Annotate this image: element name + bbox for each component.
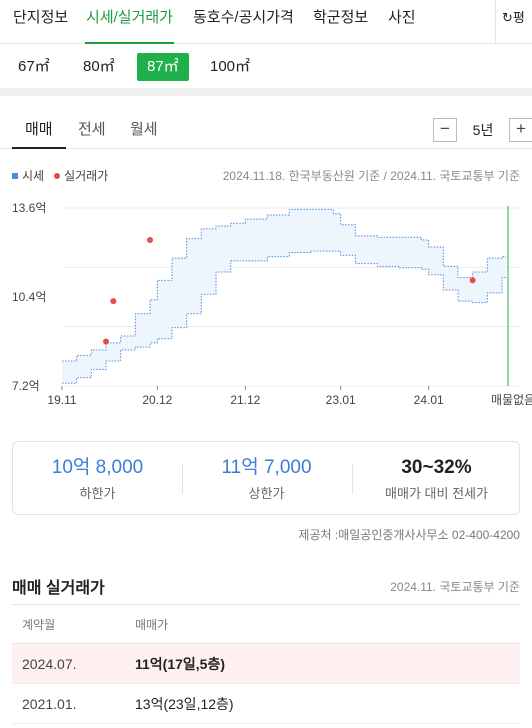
unit-toggle-button[interactable]: ↻평 [495,0,532,44]
period-value: 5년 [472,122,494,138]
actual-legend-label: 실거래가 [64,169,109,183]
row-month: 2024.07. [22,656,77,672]
tab-unit-official-price[interactable]: 동호수/공시가격 [193,9,294,26]
transaction-point [469,277,476,284]
tab-school-info[interactable]: 학군정보 [313,9,369,26]
row-month: 2021.01. [22,696,77,712]
market-lower-line [62,250,506,384]
deal-tab-baseline [0,148,532,149]
tab-photos[interactable]: 사진 [388,9,416,26]
size-option-80[interactable]: 80㎡ [83,58,115,75]
header-sale-price: 매매가 [135,618,169,632]
size-option-100[interactable]: 100㎡ [210,58,251,75]
market-price-band [62,209,506,384]
section-divider [0,88,532,96]
transaction-point [103,338,109,345]
stat-divider [352,464,353,494]
price-summary-card: 10억 8,000 하한가 11억 7,000 상한가 30~32% 매매가 대… [12,441,520,515]
table-row[interactable]: 2024.07. 11억(17일,5층) [12,644,520,684]
y-tick-label: 10.4억 [12,290,46,304]
row-price: 11억(17일,5층) [135,656,226,672]
tab-monthly-rent[interactable]: 월세 [130,121,158,138]
x-tick-label: 20.12 [142,393,172,407]
period-control: − 5년 + [433,118,532,142]
jeonse-ratio-value: 30~32% [401,457,472,478]
size-selector: 67㎡ 80㎡ 87㎡ 100㎡ [0,44,532,88]
x-tick-label: 23.01 [326,393,356,407]
x-tick-label: 24.01 [414,393,444,407]
stat-divider [182,464,183,494]
y-tick-label: 13.6억 [12,201,46,215]
upper-price-stat: 11억 7,000 상한가 [182,456,351,502]
tab-complex-info[interactable]: 단지정보 [13,9,69,26]
tab-price-transactions[interactable]: 시세/실거래가 [85,0,174,44]
upper-price-label: 상한가 [248,486,285,501]
upper-price-value: 11억 7,000 [221,457,312,478]
lower-price-stat: 10억 8,000 하한가 [13,456,182,502]
tab-sale[interactable]: 매매 [25,121,53,138]
size-option-67[interactable]: 67㎡ [18,58,50,75]
market-upper-line [62,208,506,362]
price-chart[interactable]: 13.6억 10.4억 7.2억 19.11 20.12 21.12 23.01 24.01 매… [0,196,532,418]
jeonse-ratio-label: 매매가 대비 전세가 [385,486,488,501]
market-legend-label: 시세 [22,169,45,183]
y-tick-label: 7.2억 [12,379,40,393]
transactions-source: 2024.11. 국토교통부 기준 [390,580,520,594]
transactions-title: 매매 실거래가 [12,580,105,597]
top-tab-bar: 단지정보 시세/실거래가 동호수/공시가격 학군정보 사진 ↻평 [0,0,532,44]
size-option-87[interactable]: 87㎡ [137,53,189,81]
period-increase-button[interactable]: + [509,118,532,142]
transaction-point [147,236,153,243]
lower-price-label: 하한가 [79,486,116,501]
data-provider: 제공처 :매일공인중개사사무소 02-400-4200 [298,528,520,542]
x-tick-label: 19.11 [47,393,76,407]
row-price: 13억(23일,12층) [135,696,234,712]
unit-toggle-label: 평 [512,10,525,25]
actual-legend-dot [54,173,61,179]
market-legend-swatch [12,173,18,179]
no-listing-label: 매물없음 [491,393,532,407]
header-contract-month: 계약월 [22,618,56,632]
refresh-icon: ↻ [502,10,513,25]
chart-source: 2024.11.18. 한국부동산원 기준 / 2024.11. 국토교통부 기… [222,169,520,183]
transaction-point [110,298,117,305]
jeonse-ratio-stat: 30~32% 매매가 대비 전세가 [352,456,521,502]
deal-tab-indicator [12,147,66,149]
period-decrease-button[interactable]: − [433,118,457,142]
x-tick-label: 21.12 [230,393,260,407]
chart-legend: 시세 실거래가 [12,167,108,184]
table-row[interactable]: 2021.01. 13억(23일,12층) [12,684,520,724]
tab-jeonse[interactable]: 전세 [78,121,106,138]
transactions-header: 계약월 매매가 [12,604,520,644]
lower-price-value: 10억 8,000 [51,457,144,478]
